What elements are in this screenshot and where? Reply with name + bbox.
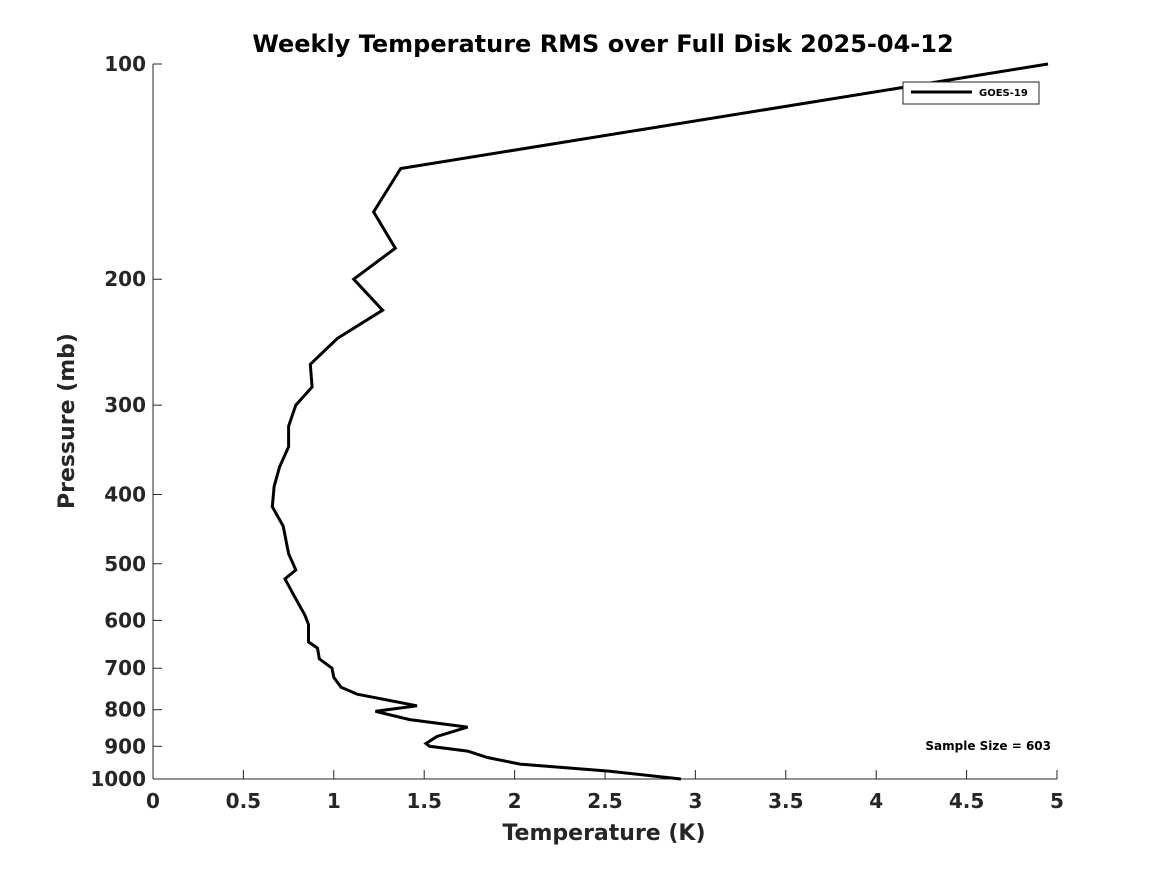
x-axis-label: Temperature (K) (502, 821, 705, 846)
chart-title: Weekly Temperature RMS over Full Disk 20… (252, 30, 953, 58)
x-tick-label: 2.5 (587, 789, 622, 813)
y-tick-label: 200 (104, 267, 146, 291)
x-tick-label: 0 (146, 789, 160, 813)
legend-label-goes-19: GOES-19 (979, 88, 1028, 99)
series-line-goes-19 (270, 62, 1049, 781)
series-layer (270, 62, 1049, 781)
y-tick-label: 100 (104, 52, 146, 76)
y-tick-label: 700 (104, 656, 146, 680)
legend: GOES-19 (902, 81, 1040, 105)
y-tick-label: 600 (104, 608, 146, 632)
x-tick-label: 3.5 (768, 789, 803, 813)
y-tick-label: 300 (104, 393, 146, 417)
y-axis-ticks: 100 200 300 400 500 600 700 800 900 1000 (90, 52, 162, 791)
x-tick-label: 1 (327, 789, 341, 813)
x-tick-label: 1.5 (406, 789, 441, 813)
y-tick-label: 800 (104, 698, 146, 722)
x-tick-label: 4.5 (949, 789, 984, 813)
x-tick-label: 4 (869, 789, 883, 813)
sample-size-annotation: Sample Size = 603 (925, 739, 1051, 753)
x-tick-label: 0.5 (226, 789, 261, 813)
y-tick-label: 1000 (90, 767, 146, 791)
x-tick-label: 3 (688, 789, 702, 813)
y-tick-label: 400 (104, 482, 146, 506)
x-tick-label: 5 (1050, 789, 1064, 813)
x-tick-label: 2 (508, 789, 522, 813)
y-tick-label: 500 (104, 552, 146, 576)
x-axis-ticks: 0 0.5 1 1.5 2 2.5 3 3.5 4 4.5 5 (146, 770, 1064, 813)
y-tick-label: 900 (104, 734, 146, 758)
y-axis-label: Pressure (mb) (55, 333, 80, 509)
